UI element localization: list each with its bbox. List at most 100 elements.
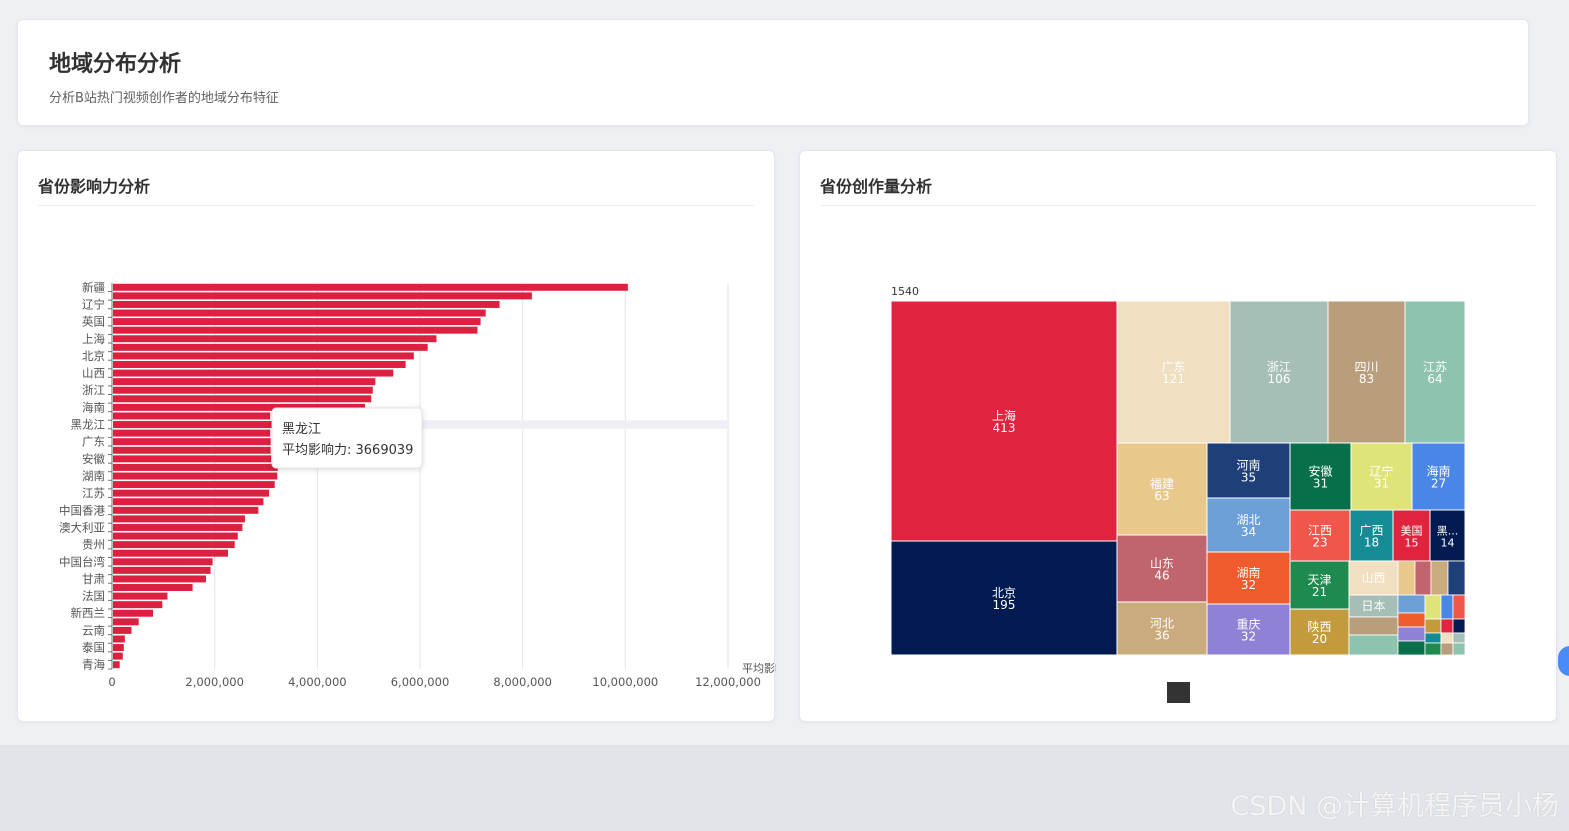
treemap-cell[interactable] [1414, 560, 1432, 596]
treemap-cell[interactable] [1440, 594, 1454, 620]
treemap-cell[interactable] [1289, 560, 1350, 610]
bar[interactable] [113, 378, 376, 386]
bar[interactable] [113, 601, 163, 609]
bar[interactable] [113, 498, 264, 506]
treemap-cell[interactable] [1348, 634, 1399, 656]
x-tick-label: 4,000,000 [288, 675, 347, 689]
treemap-breadcrumb[interactable] [1167, 682, 1190, 703]
bar[interactable] [113, 369, 394, 377]
bar[interactable] [113, 626, 132, 634]
bar[interactable] [113, 326, 478, 334]
treemap-cell[interactable] [1397, 640, 1426, 656]
bar[interactable] [113, 472, 278, 480]
bar[interactable] [113, 395, 372, 403]
bar[interactable] [113, 463, 278, 471]
bar[interactable] [113, 438, 271, 446]
bar[interactable] [113, 584, 193, 591]
treemap-cell[interactable] [1452, 594, 1466, 620]
treemap-label: 广西 [1359, 524, 1383, 538]
bar[interactable] [113, 309, 486, 317]
treemap-cell[interactable] [1429, 509, 1466, 562]
treemap-label: 陕西 [1307, 619, 1331, 634]
bar[interactable] [113, 386, 373, 394]
bar[interactable] [113, 335, 437, 343]
bar[interactable] [113, 421, 301, 429]
bar[interactable] [113, 549, 229, 557]
treemap-cell[interactable] [1397, 594, 1426, 614]
treemap-cell[interactable] [1404, 300, 1466, 444]
bar[interactable] [113, 292, 532, 300]
treemap-cell[interactable] [1348, 616, 1399, 636]
treemap-cell[interactable] [1116, 300, 1231, 444]
treemap-cell[interactable] [1348, 560, 1399, 596]
treemap-cell[interactable] [1424, 618, 1442, 634]
treemap-cell[interactable] [1440, 618, 1454, 634]
province-influence-bar-chart[interactable]: 0 2,000,000 4,000,000 6,000,000 8,000,000 10,… [18, 151, 776, 723]
province-creation-card: 省份创作量分析 1540 上海 413 北京 195 广东 121 浙江 106 四川 83 江苏 64… [799, 150, 1557, 722]
treemap-cell[interactable] [1424, 594, 1442, 620]
treemap-cell[interactable] [890, 540, 1118, 656]
treemap-cell[interactable] [1452, 642, 1466, 656]
treemap-cell[interactable] [1229, 300, 1329, 444]
floating-action-button[interactable] [1558, 646, 1569, 676]
bar[interactable] [113, 506, 259, 514]
bar[interactable] [113, 609, 154, 617]
treemap-cell[interactable] [1452, 618, 1466, 634]
treemap-label: 福建 [1150, 476, 1174, 491]
treemap-cell[interactable] [1447, 560, 1466, 596]
bar[interactable] [113, 566, 211, 574]
treemap-cell[interactable] [1424, 632, 1442, 644]
bar[interactable] [113, 318, 481, 326]
treemap-cell[interactable] [1116, 442, 1208, 536]
treemap-cell[interactable] [1430, 560, 1449, 596]
treemap-cell[interactable] [1206, 551, 1291, 605]
bar[interactable] [113, 558, 213, 566]
bar[interactable] [113, 523, 243, 531]
y-tick-label: 海南 [82, 400, 105, 414]
bar[interactable] [113, 652, 123, 660]
bar[interactable] [113, 515, 245, 523]
treemap-cell[interactable] [1424, 642, 1442, 656]
bar[interactable] [113, 661, 120, 669]
bar[interactable] [113, 644, 124, 652]
treemap-value: 18 [1364, 536, 1379, 550]
bar[interactable] [113, 300, 500, 308]
bar[interactable] [113, 429, 271, 437]
bar[interactable] [113, 352, 414, 360]
bar[interactable] [113, 343, 428, 351]
treemap-cell[interactable] [1206, 497, 1291, 553]
treemap-value: 195 [993, 598, 1016, 612]
y-tick-label: 中国香港 [59, 503, 105, 517]
treemap-label: 浙江 [1267, 360, 1291, 374]
treemap-cell[interactable] [890, 300, 1118, 542]
bar[interactable] [113, 412, 271, 420]
bar[interactable] [113, 403, 366, 411]
bar[interactable] [113, 575, 206, 583]
treemap-cell[interactable] [1440, 632, 1454, 644]
bar[interactable] [113, 455, 272, 463]
y-tick-label: 北京 [82, 349, 105, 363]
treemap-cell[interactable] [1327, 300, 1406, 444]
bar[interactable] [113, 446, 271, 454]
bar[interactable] [113, 635, 125, 643]
bar[interactable] [113, 489, 270, 497]
bar[interactable] [113, 283, 628, 291]
y-tick-label: 辽宁 [82, 297, 105, 311]
bar[interactable] [113, 618, 139, 626]
bar[interactable] [113, 541, 235, 549]
treemap-cell[interactable] [1411, 442, 1466, 511]
treemap-label: 河北 [1150, 617, 1174, 631]
bar[interactable] [113, 592, 168, 600]
bar[interactable] [113, 532, 238, 540]
treemap-cell[interactable] [1440, 642, 1454, 656]
treemap-cell[interactable] [1452, 632, 1466, 644]
footer-band [0, 745, 1569, 831]
bar[interactable] [113, 361, 406, 368]
treemap-cell[interactable] [1397, 560, 1416, 596]
treemap-cell[interactable] [1116, 601, 1208, 656]
bar[interactable] [113, 481, 275, 489]
treemap-value: 31 [1374, 477, 1389, 491]
treemap-cell[interactable] [1397, 612, 1426, 628]
treemap-cell[interactable] [1397, 626, 1426, 642]
